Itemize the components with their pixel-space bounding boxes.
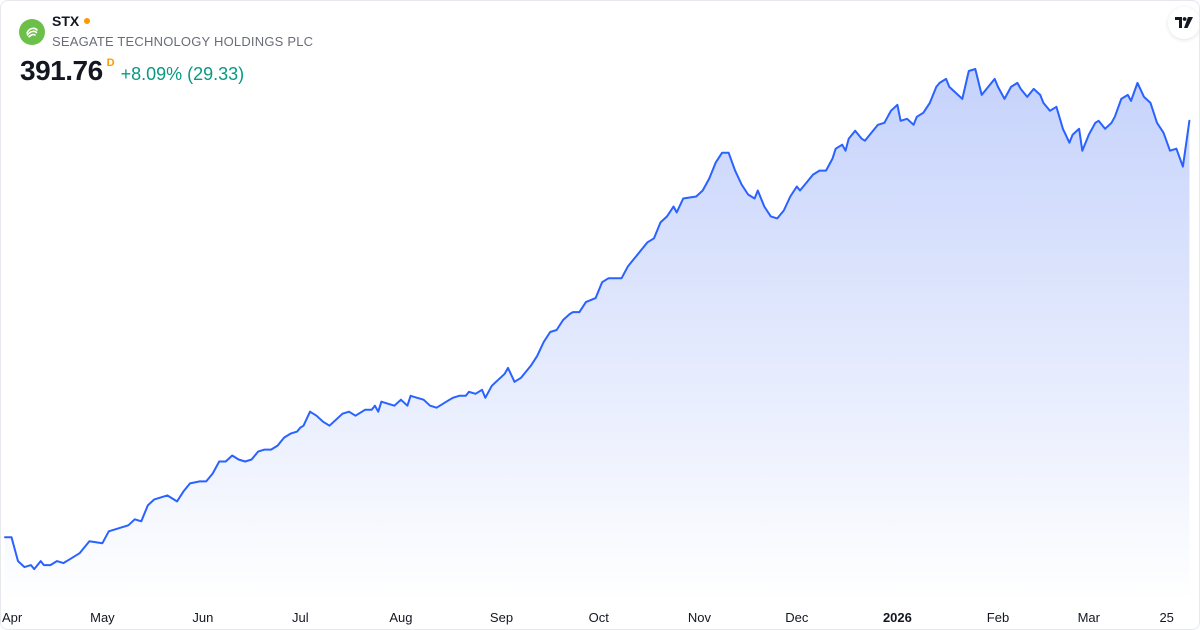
x-tick-label: Apr [2, 610, 23, 625]
x-tick-label: Oct [589, 610, 610, 625]
price-line [4, 68, 1191, 571]
price-change: +8.09% (29.33) [120, 64, 245, 84]
x-tick-label: Jun [192, 610, 213, 625]
x-tick-label: 2026 [883, 610, 912, 625]
x-tick-label: May [90, 610, 115, 625]
company-name: SEAGATE TECHNOLOGY HOLDINGS PLC [52, 34, 314, 49]
seagate-logo-icon[interactable] [19, 19, 45, 45]
ticker-symbol[interactable]: STX [52, 13, 80, 29]
x-tick-label: Aug [389, 610, 412, 625]
x-tick-label: Sep [490, 610, 513, 625]
tradingview-logo-icon[interactable] [1168, 7, 1199, 39]
x-tick-label: Jul [292, 610, 309, 625]
x-axis: Apr May Jun Jul Aug Sep Oct Nov Dec 2026 Feb Mar 25 [2, 610, 1174, 625]
x-tick-label: 25 [1159, 610, 1173, 625]
x-tick-label: Feb [987, 610, 1009, 625]
x-tick-label: Mar [1078, 610, 1101, 625]
x-tick-label: Nov [688, 610, 712, 625]
interval-badge: D [106, 57, 115, 69]
last-price: 391.76 [20, 55, 103, 86]
x-tick-label: Dec [785, 610, 809, 625]
market-status-dot [84, 18, 91, 24]
price-area-fill [5, 69, 1190, 601]
quote-row: 391.76 D +8.09% (29.33) [20, 55, 244, 87]
